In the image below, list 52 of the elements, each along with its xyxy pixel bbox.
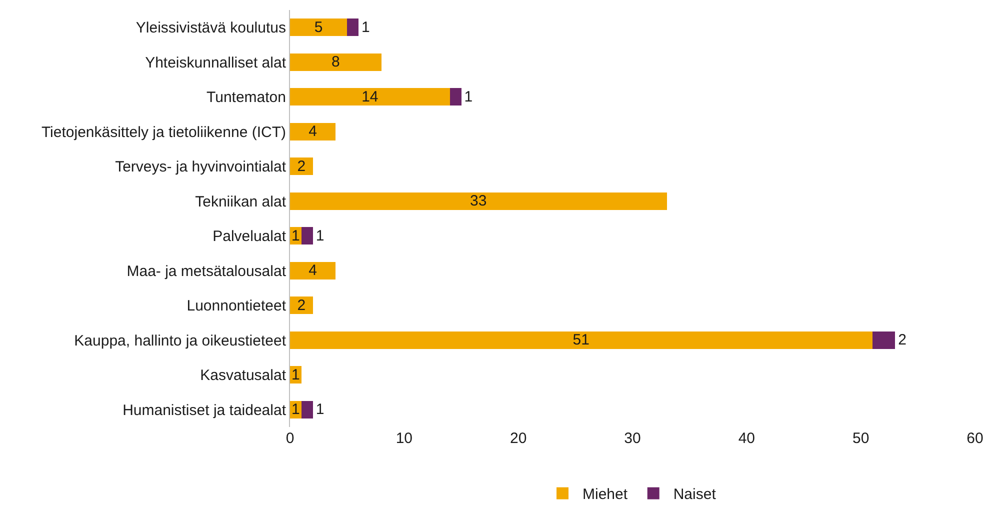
y-tick-label: Tekniikan alat: [195, 193, 287, 210]
x-tick-label: 0: [286, 430, 294, 447]
bar: [290, 192, 667, 210]
bar: [290, 158, 313, 176]
data-label: 8: [331, 54, 340, 71]
data-label: 14: [362, 88, 378, 106]
y-tick-label: Luonnontieteet: [186, 298, 287, 315]
bar: [290, 331, 872, 349]
data-label: 4: [308, 262, 318, 280]
bar: [290, 122, 336, 140]
data-label: 1: [292, 401, 300, 418]
y-tick-label: Tuntematon: [206, 89, 286, 106]
data-label: 51: [572, 332, 590, 349]
data-label: 1: [464, 88, 473, 106]
bar: [290, 18, 348, 36]
x-tick-label: 10: [396, 430, 413, 447]
bar: [290, 88, 450, 106]
x-tick-label: 20: [510, 430, 527, 447]
x-tick-label: 50: [852, 430, 870, 447]
data-label: 2: [297, 158, 306, 175]
data-label: 1: [362, 18, 370, 36]
bar: [290, 296, 313, 314]
x-tick-label: 30: [624, 430, 641, 447]
y-tick-label: Yleissivistävä koulutus: [136, 20, 286, 37]
data-label: 2: [898, 332, 906, 349]
data-label: 2: [297, 296, 306, 314]
y-tick-label: Tietojenkäsittely ja tietoliikenne (ICT): [41, 124, 286, 141]
legend-label: Naiset: [673, 486, 717, 504]
data-label: 1: [316, 227, 324, 244]
data-label: 5: [314, 18, 323, 36]
x-tick-label: 40: [738, 430, 756, 447]
data-label: 1: [316, 401, 324, 418]
y-tick-label: Kauppa, hallinto ja oikeustieteet: [74, 332, 287, 350]
data-label: 1: [292, 366, 300, 384]
bar: [450, 88, 462, 106]
bar: [290, 53, 382, 71]
y-tick-label: Yhteiskunnalliset alat: [145, 54, 287, 72]
y-tick-label: Maa- ja metsätalousalat: [126, 262, 287, 280]
data-label: 4: [308, 123, 318, 140]
y-tick-label: Kasvatusalat: [200, 367, 287, 384]
data-label: 1: [292, 227, 300, 244]
bar: [872, 331, 896, 349]
bar: [301, 227, 313, 245]
bar: [290, 262, 336, 280]
bar: [301, 400, 313, 418]
y-tick-label: Humanistiset ja taidealat: [122, 402, 287, 419]
bar: [347, 18, 358, 36]
y-tick-label: Palvelualat: [212, 228, 287, 246]
y-tick-label: Terveys- ja hyvinvointialat: [115, 158, 287, 176]
legend-label: Miehet: [582, 486, 628, 504]
data-label: 33: [470, 192, 487, 210]
x-tick-label: 60: [966, 430, 984, 447]
